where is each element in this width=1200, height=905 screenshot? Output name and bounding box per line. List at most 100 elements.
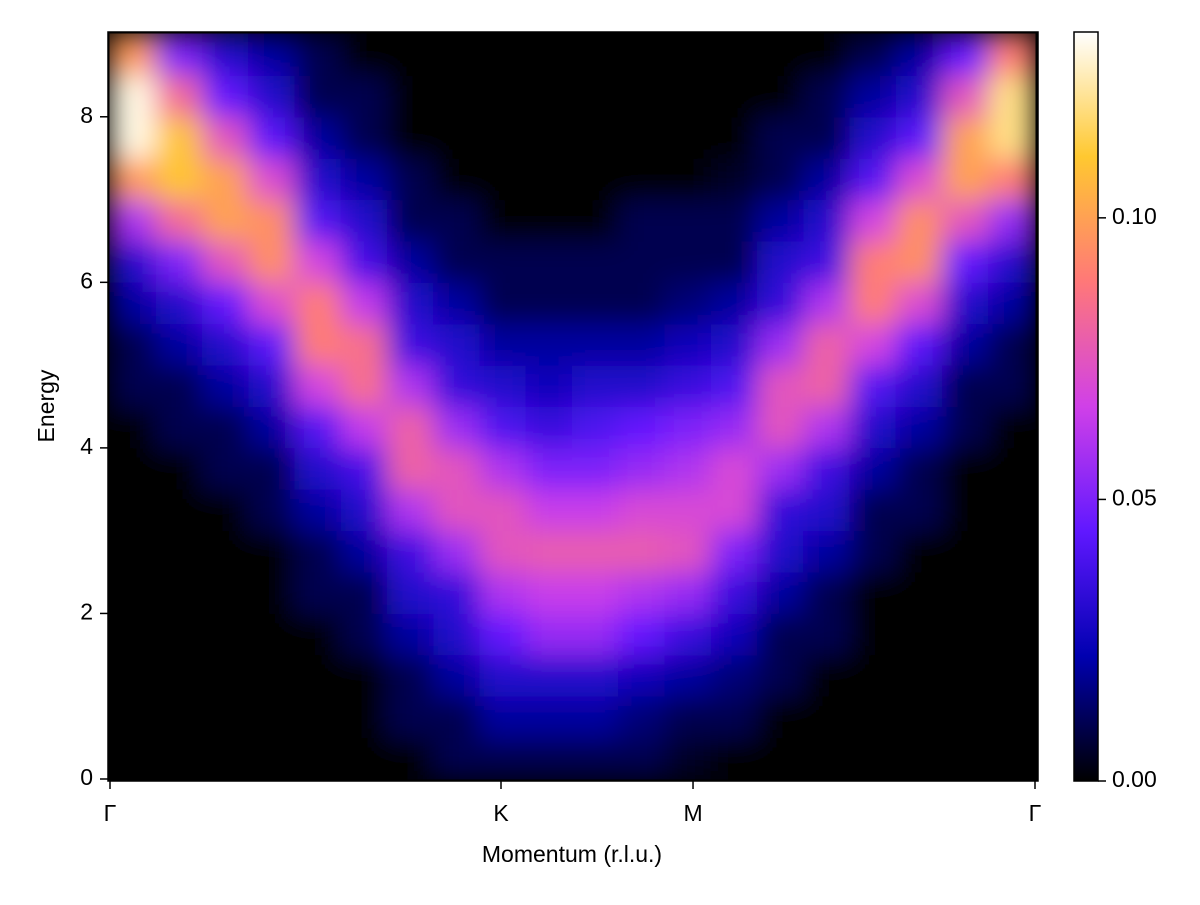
heatmap-cell [618, 199, 666, 242]
heatmap-cell [849, 612, 897, 656]
heatmap-cell [202, 612, 250, 656]
heatmap-cell [988, 281, 1036, 325]
colorbar-tick-label: 0.10 [1112, 203, 1157, 229]
heatmap-cell [664, 447, 712, 490]
heatmap-cell [479, 571, 527, 614]
heatmap-cell [340, 116, 388, 159]
heatmap-cell [479, 33, 527, 76]
heatmap-cell [248, 406, 296, 449]
x-axis-label: Momentum (r.l.u.) [482, 841, 662, 867]
heatmap-cell [895, 364, 943, 407]
heatmap-cell [803, 157, 851, 201]
heatmap-cell [572, 74, 620, 118]
heatmap-cell [849, 74, 897, 118]
heatmap-cell [572, 157, 620, 201]
heatmap-cell [525, 447, 573, 490]
heatmap-cell [849, 571, 897, 614]
heatmap-cell [433, 612, 481, 656]
heatmap-cell [479, 199, 527, 242]
heatmap-cell [202, 737, 250, 780]
heatmap-cell [340, 654, 388, 697]
heatmap-cell [479, 74, 527, 118]
heatmap-cell [664, 157, 712, 201]
heatmap-cell [710, 281, 758, 325]
heatmap-cell [942, 571, 990, 614]
colorbar [1073, 31, 1099, 782]
x-tick-label: Γ [104, 800, 117, 826]
heatmap-cell [942, 447, 990, 490]
heatmap-cell [248, 364, 296, 407]
heatmap-cell [109, 323, 157, 366]
colorbar-tick-label: 0.05 [1112, 484, 1157, 510]
heatmap-cell [849, 33, 897, 76]
heatmap-cell [710, 654, 758, 697]
heatmap-cell [109, 116, 157, 159]
heatmap-cell [433, 737, 481, 780]
heatmap-cell [849, 488, 897, 532]
heatmap-cell [757, 695, 805, 739]
heatmap-cell [895, 406, 943, 449]
heatmap-cell [664, 530, 712, 573]
heatmap-cell [757, 488, 805, 532]
heatmap-cell [202, 33, 250, 76]
heatmap-cell [710, 695, 758, 739]
heatmap-cell [479, 737, 527, 780]
heatmap-cell [757, 737, 805, 780]
heatmap-cell [849, 199, 897, 242]
heatmap-cell [988, 654, 1036, 697]
heatmap-cell [664, 695, 712, 739]
heatmap-cell [109, 447, 157, 490]
heatmap-cell [895, 281, 943, 325]
heatmap-cell [618, 695, 666, 739]
heatmap-cell [109, 695, 157, 739]
heatmap-cell [803, 612, 851, 656]
heatmap-cell [942, 612, 990, 656]
heatmap-cell [525, 74, 573, 118]
heatmap-cell [849, 364, 897, 407]
heatmap-cell [988, 447, 1036, 490]
heatmap-cell [294, 323, 342, 366]
heatmap-cell [109, 364, 157, 407]
heatmap-cell [525, 654, 573, 697]
heatmap-cell [340, 612, 388, 656]
heatmap-cell [942, 695, 990, 739]
heatmap-cell [387, 571, 435, 614]
heatmap-cell [942, 281, 990, 325]
heatmap-cell [479, 488, 527, 532]
heatmap-cell [479, 447, 527, 490]
heatmap-cell [387, 654, 435, 697]
heatmap-cell [387, 406, 435, 449]
heatmap-cell [849, 157, 897, 201]
heatmap-cell [572, 199, 620, 242]
heatmap-cell [525, 571, 573, 614]
heatmap-cell [572, 530, 620, 573]
heatmap-cell [618, 571, 666, 614]
heatmap-cell [202, 323, 250, 366]
heatmap-cell [109, 654, 157, 697]
heatmap-cells [109, 33, 1036, 780]
heatmap-cell [942, 530, 990, 573]
heatmap-cell [294, 530, 342, 573]
heatmap-cell [202, 447, 250, 490]
heatmap-cell [664, 488, 712, 532]
heatmap-cell [155, 33, 203, 76]
heatmap-cell [710, 447, 758, 490]
heatmap-cell [155, 323, 203, 366]
heatmap-cell [988, 74, 1036, 118]
y-tick-label: 4 [80, 433, 93, 459]
heatmap-cell [664, 74, 712, 118]
colorbar-tick-label: 0.00 [1112, 766, 1157, 792]
heatmap-cell [248, 571, 296, 614]
heatmap-cell [942, 33, 990, 76]
heatmap-cell [248, 74, 296, 118]
heatmap-cell [433, 571, 481, 614]
heatmap-cell [109, 240, 157, 283]
heatmap-cell [988, 199, 1036, 242]
heatmap-cell [757, 240, 805, 283]
heatmap-cell [248, 695, 296, 739]
heatmap-cell [803, 571, 851, 614]
heatmap-cell [895, 530, 943, 573]
heatmap-cell [387, 240, 435, 283]
heatmap-cell [710, 116, 758, 159]
